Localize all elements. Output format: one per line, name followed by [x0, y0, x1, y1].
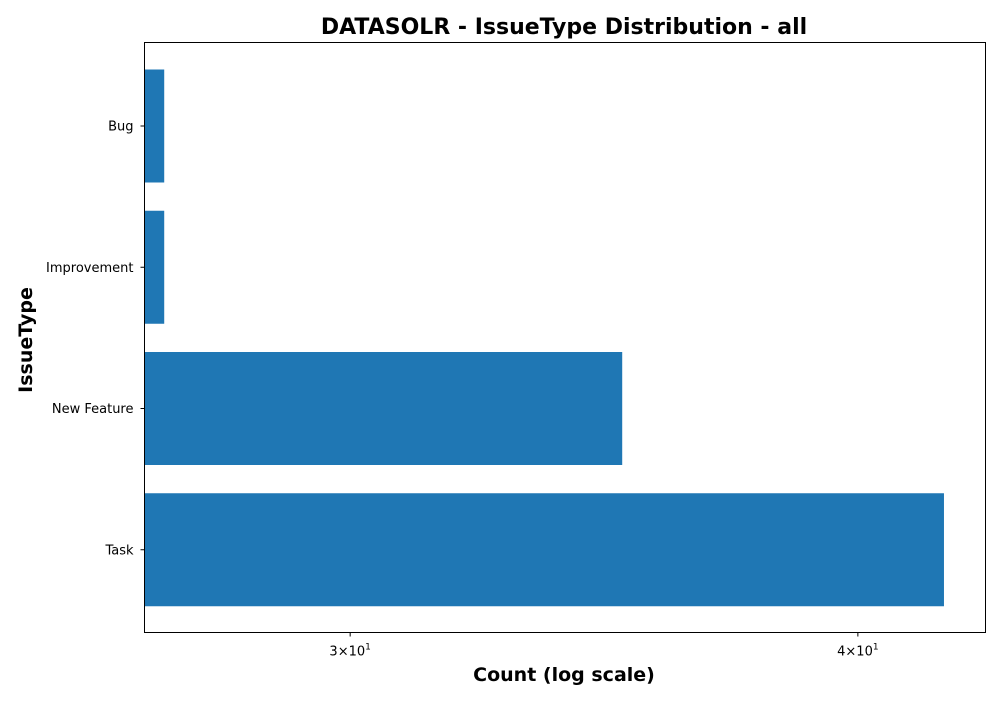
y-axis-title: IssueType: [15, 287, 37, 393]
x-tick-label-1: 4×101: [837, 643, 878, 660]
bars-layer: [144, 69, 944, 607]
plot-frame: [144, 42, 986, 633]
bar-bug: [144, 69, 165, 183]
x-axis: 3×101 4×101: [329, 632, 879, 660]
bar-new-feature: [144, 352, 623, 465]
y-axis: Bug Improvement New Feature Task: [46, 120, 145, 558]
bar-improvement: [144, 210, 165, 324]
y-tick-label-new-feature: New Feature: [52, 402, 134, 417]
y-tick-label-bug: Bug: [108, 120, 133, 135]
y-tick-label-improvement: Improvement: [46, 261, 133, 276]
x-tick-label-0: 3×101: [329, 643, 370, 660]
chart-title: DATASOLR - IssueType Distribution - all: [321, 15, 807, 40]
x-axis-title: Count (log scale): [473, 664, 655, 686]
bar-task: [144, 493, 944, 607]
y-tick-label-task: Task: [104, 543, 134, 558]
